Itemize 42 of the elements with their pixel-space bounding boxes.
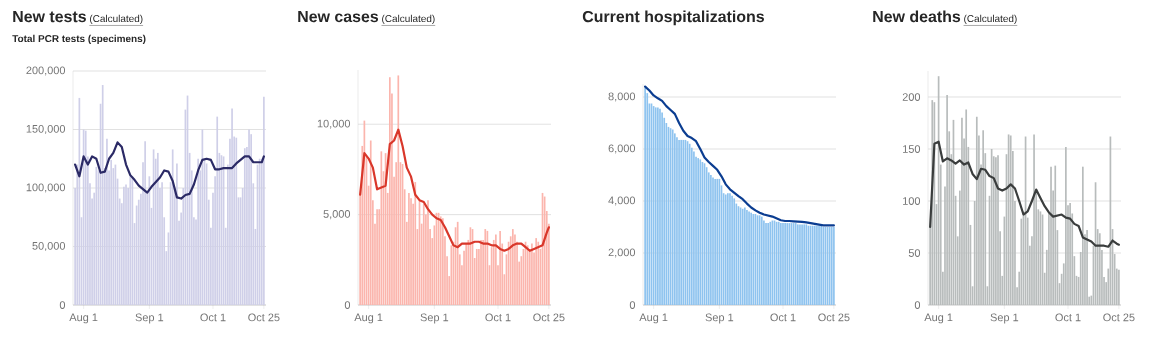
x-tick-label: Aug 1 <box>639 313 668 324</box>
text: (Calculated) <box>382 14 435 25</box>
y-tick-label: 4,000 <box>608 196 636 206</box>
x-tick-label: Sep 1 <box>990 313 1019 324</box>
x-tick-label: Sep 1 <box>420 313 449 324</box>
x-tick-label: Oct 1 <box>1055 313 1081 322</box>
x-tick-label: Oct 1 <box>770 313 796 322</box>
y-tick-label: 2,000 <box>608 248 636 258</box>
x-tick-label: Aug 1 <box>69 313 98 324</box>
y-tick-label: 150 <box>903 145 921 153</box>
text: (Calculated) <box>964 14 1017 25</box>
x-tick-label: Oct 25 <box>1103 313 1135 322</box>
y-tick-label: 0 <box>914 301 921 309</box>
x-tick-label: Oct 25 <box>818 313 850 322</box>
chart-title: New tests <box>13 11 86 23</box>
y-tick-label: 5,000 <box>323 210 351 220</box>
x-tick-label: Sep 1 <box>135 313 164 324</box>
y-tick-label: 10,000 <box>317 119 351 129</box>
x-tick-label: Aug 1 <box>354 313 383 324</box>
y-tick-label: 100,000 <box>26 183 66 193</box>
y-tick-label: 0 <box>344 301 351 309</box>
x-tick-label: Aug 1 <box>924 313 953 324</box>
y-tick-label: 200 <box>902 93 921 101</box>
y-tick-label: 50 <box>908 249 921 257</box>
y-tick-label: 200,000 <box>26 66 66 76</box>
y-tick-label: 150,000 <box>26 124 66 135</box>
y-tick-label: 0 <box>629 301 636 309</box>
chart-title: New cases <box>298 11 379 23</box>
chart-subtitle: Total PCR tests (specimens) <box>12 34 146 45</box>
text: (Calculated) <box>90 14 143 25</box>
x-tick-label: Oct 25 <box>248 313 280 322</box>
y-tick-label: 0 <box>59 301 66 309</box>
chart-title: Current hospitalizations <box>582 10 764 26</box>
x-tick-label: Oct 1 <box>485 313 511 322</box>
x-tick-label: Oct 1 <box>200 313 226 322</box>
chart-title: New deaths <box>873 10 961 23</box>
y-tick-label: 100 <box>903 197 921 205</box>
x-tick-label: Sep 1 <box>705 313 734 324</box>
y-tick-label: 50,000 <box>32 241 66 252</box>
y-tick-label: 6,000 <box>608 144 636 154</box>
x-tick-label: Oct 25 <box>533 313 565 322</box>
y-tick-label: 8,000 <box>608 92 636 102</box>
